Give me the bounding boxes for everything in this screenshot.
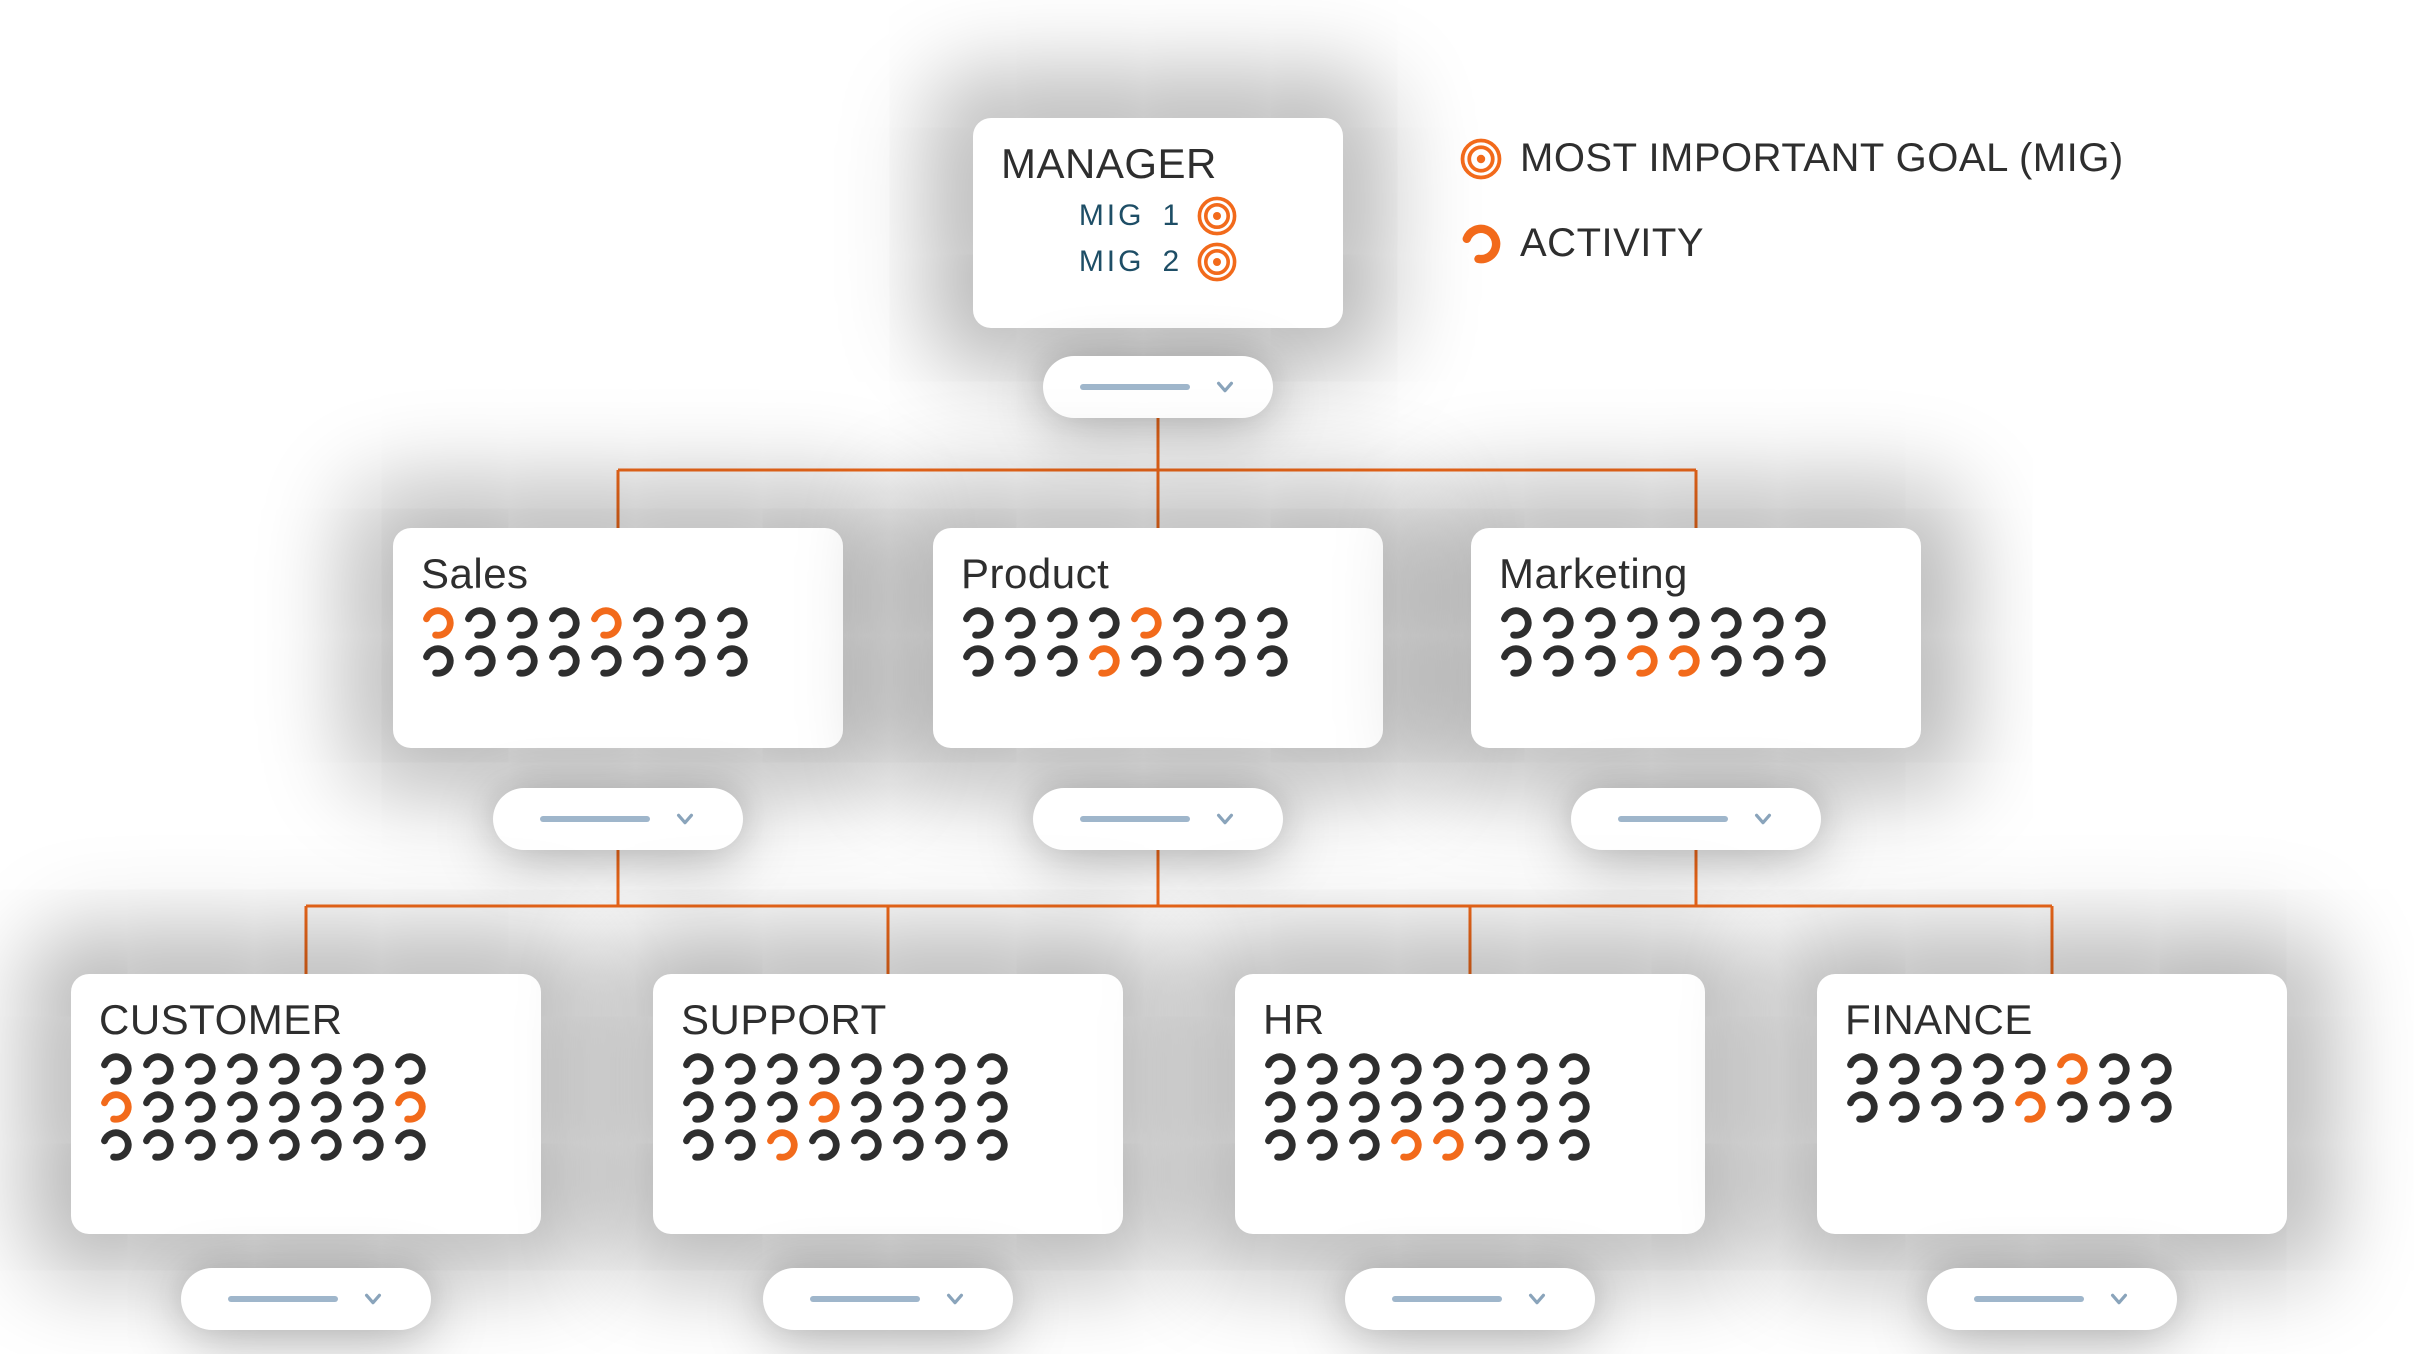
support-card: SUPPORT (653, 974, 1123, 1234)
legend-item-0: MOST IMPORTANT GOAL (MIG) (1460, 136, 2374, 181)
chevron-down-icon (2108, 1288, 2130, 1310)
product-activities (961, 606, 1355, 678)
support-activities (681, 1052, 1095, 1162)
support-dropdown[interactable] (763, 1268, 1013, 1330)
manager-card: MANAGER MIG1 MIG2 (973, 118, 1343, 328)
hr-activities (1263, 1052, 1677, 1162)
chevron-down-icon (362, 1288, 384, 1310)
customer-activities (99, 1052, 513, 1162)
manager-dropdown[interactable] (1043, 356, 1273, 418)
legend-label-0: MOST IMPORTANT GOAL (MIG) (1520, 136, 2124, 181)
dropdown-bar (810, 1296, 920, 1302)
dropdown-bar (228, 1296, 338, 1302)
marketing-activities (1499, 606, 1893, 678)
chevron-down-icon (1526, 1288, 1548, 1310)
chevron-down-icon (944, 1288, 966, 1310)
finance-title: FINANCE (1845, 996, 2259, 1044)
customer-card: CUSTOMER (71, 974, 541, 1234)
dropdown-bar (1080, 384, 1190, 390)
manager-mig-1: MIG1 (1001, 196, 1315, 236)
product-title: Product (961, 550, 1355, 598)
dropdown-bar (1618, 816, 1728, 822)
legend: MOST IMPORTANT GOAL (MIG) ACTIVITY (1460, 136, 2374, 266)
dropdown-bar (1080, 816, 1190, 822)
legend-item-1: ACTIVITY (1460, 221, 2374, 266)
sales-title: Sales (421, 550, 815, 598)
dropdown-bar (1392, 1296, 1502, 1302)
marketing-title: Marketing (1499, 550, 1893, 598)
sales-activities (421, 606, 815, 678)
product-dropdown[interactable] (1033, 788, 1283, 850)
finance-dropdown[interactable] (1927, 1268, 2177, 1330)
chevron-down-icon (1214, 808, 1236, 830)
dropdown-bar (540, 816, 650, 822)
sales-card: Sales (393, 528, 843, 748)
finance-activities (1845, 1052, 2259, 1124)
sales-dropdown[interactable] (493, 788, 743, 850)
manager-mig-2: MIG2 (1001, 242, 1315, 282)
finance-card: FINANCE (1817, 974, 2287, 1234)
marketing-card: Marketing (1471, 528, 1921, 748)
legend-label-1: ACTIVITY (1520, 221, 1704, 266)
product-card: Product (933, 528, 1383, 748)
chevron-down-icon (674, 808, 696, 830)
customer-dropdown[interactable] (181, 1268, 431, 1330)
customer-title: CUSTOMER (99, 996, 513, 1044)
dropdown-bar (1974, 1296, 2084, 1302)
manager-title: MANAGER (1001, 140, 1315, 188)
hr-card: HR (1235, 974, 1705, 1234)
hr-dropdown[interactable] (1345, 1268, 1595, 1330)
support-title: SUPPORT (681, 996, 1095, 1044)
marketing-dropdown[interactable] (1571, 788, 1821, 850)
hr-title: HR (1263, 996, 1677, 1044)
chevron-down-icon (1214, 376, 1236, 398)
chevron-down-icon (1752, 808, 1774, 830)
